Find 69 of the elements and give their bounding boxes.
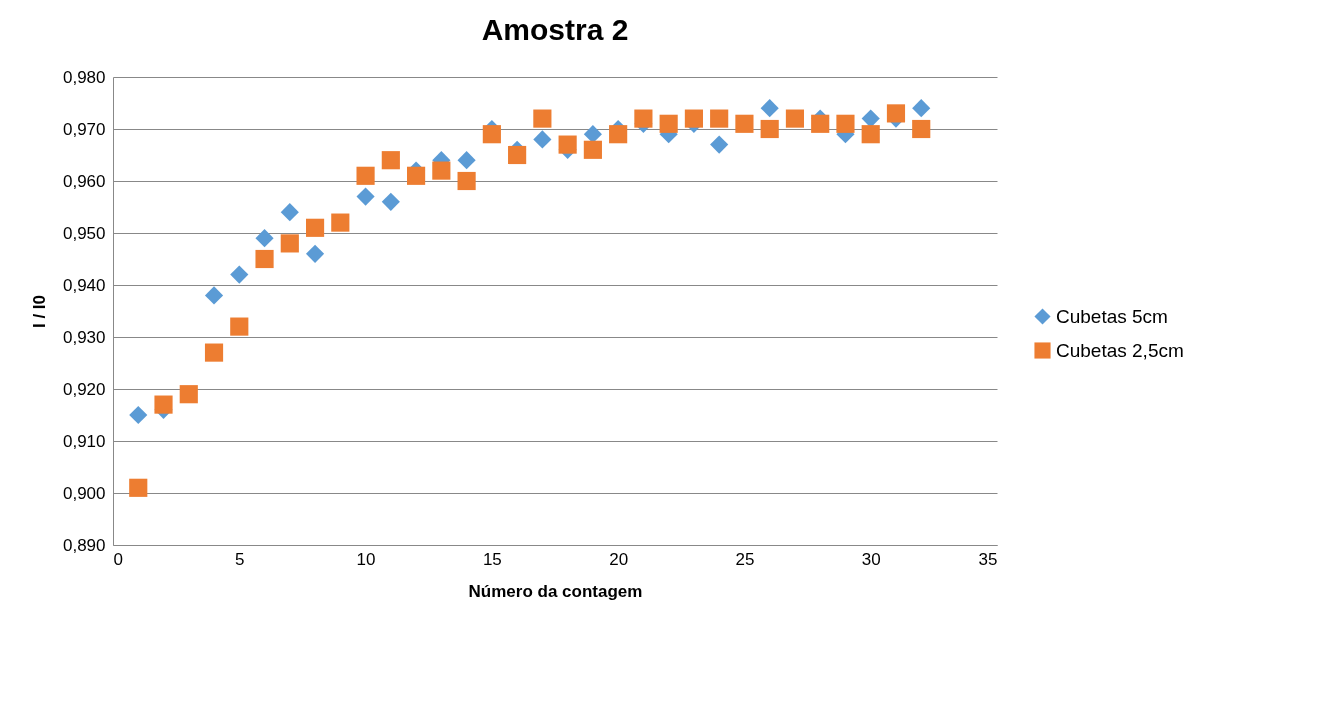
point bbox=[457, 151, 476, 170]
point bbox=[179, 385, 198, 404]
point bbox=[482, 125, 501, 144]
point bbox=[230, 317, 249, 336]
y-tick-label: 0,950 bbox=[62, 223, 106, 243]
point bbox=[684, 109, 703, 128]
x-tick-label: 20 bbox=[609, 549, 629, 569]
y-tick-label: 0,930 bbox=[62, 327, 106, 347]
point bbox=[255, 229, 274, 248]
point bbox=[533, 109, 552, 128]
point bbox=[558, 135, 577, 154]
point bbox=[861, 109, 880, 128]
y-tick-label: 0,920 bbox=[62, 379, 106, 399]
y-tick-label: 0,940 bbox=[62, 275, 106, 295]
legend-label: Cubetas 2,5cm bbox=[1056, 339, 1184, 361]
point bbox=[381, 192, 400, 211]
x-tick-label: 5 bbox=[235, 549, 245, 569]
point bbox=[457, 171, 476, 191]
x-tick-label: 30 bbox=[861, 549, 881, 569]
point bbox=[634, 109, 653, 128]
point bbox=[836, 114, 855, 133]
x-tick-label: 25 bbox=[735, 549, 755, 569]
point bbox=[129, 478, 148, 497]
point bbox=[533, 130, 552, 149]
x-tick-label: 35 bbox=[978, 549, 998, 569]
point bbox=[609, 125, 628, 144]
point bbox=[861, 125, 880, 144]
point bbox=[280, 203, 299, 222]
point bbox=[255, 249, 274, 269]
point bbox=[785, 109, 805, 128]
y-tick-label: 0,980 bbox=[62, 67, 106, 87]
point bbox=[204, 286, 224, 305]
y-tick-label: 0,910 bbox=[62, 431, 106, 451]
point bbox=[508, 145, 527, 165]
y-tick-label: 0,900 bbox=[62, 483, 106, 503]
point bbox=[331, 213, 350, 232]
point bbox=[811, 114, 830, 133]
point bbox=[583, 140, 602, 159]
y-axis-title: I / I0 bbox=[29, 294, 49, 329]
point bbox=[735, 114, 754, 133]
point bbox=[305, 218, 325, 237]
point bbox=[129, 405, 148, 425]
point bbox=[912, 99, 931, 118]
point bbox=[912, 119, 931, 139]
x-axis-title: Número da contagem bbox=[468, 581, 643, 601]
point bbox=[154, 395, 173, 414]
y-tick-label: 0,890 bbox=[62, 535, 106, 555]
point bbox=[305, 244, 325, 263]
y-tick-label: 0,960 bbox=[62, 171, 106, 191]
point bbox=[659, 114, 678, 133]
point bbox=[760, 99, 779, 118]
point bbox=[710, 109, 729, 128]
point bbox=[356, 166, 375, 185]
point bbox=[886, 104, 906, 123]
chart-title: Amostra 2 bbox=[481, 13, 629, 46]
y-tick-label: 0,970 bbox=[62, 119, 106, 139]
point bbox=[280, 234, 299, 253]
point bbox=[230, 265, 249, 284]
legend-label: Cubetas 5cm bbox=[1056, 305, 1168, 327]
point bbox=[710, 135, 729, 154]
point bbox=[356, 187, 375, 206]
x-tick-label: 15 bbox=[482, 549, 502, 569]
x-tick-label: 0 bbox=[113, 549, 123, 569]
point bbox=[432, 161, 451, 180]
x-tick-label: 10 bbox=[356, 549, 376, 569]
point bbox=[381, 151, 400, 170]
point bbox=[204, 343, 224, 362]
point bbox=[407, 166, 426, 185]
point bbox=[760, 119, 779, 139]
